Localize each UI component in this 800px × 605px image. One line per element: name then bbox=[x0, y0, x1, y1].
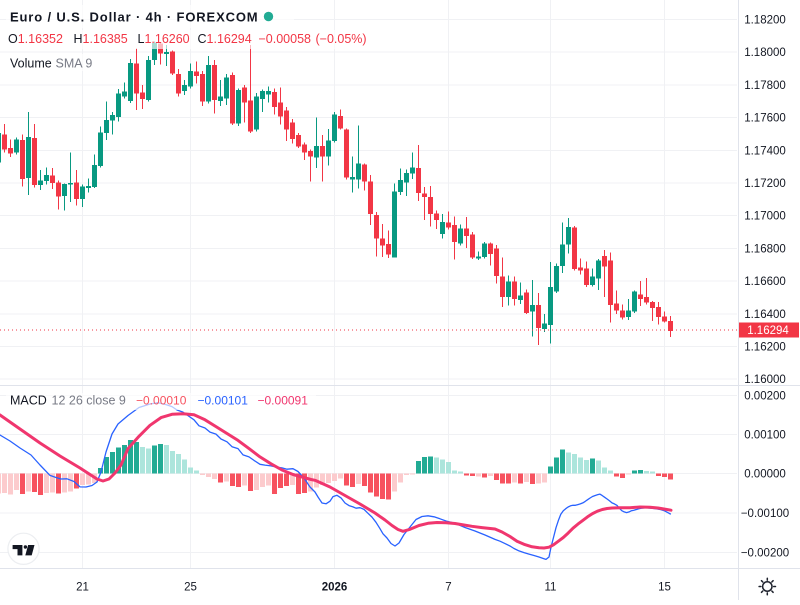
svg-text:−0.00100: −0.00100 bbox=[741, 508, 789, 520]
svg-text:0.00100: 0.00100 bbox=[744, 429, 786, 441]
svg-text:C1.16294: C1.16294 bbox=[198, 32, 252, 46]
svg-text:SMA 9: SMA 9 bbox=[56, 57, 93, 71]
svg-text:1.16294: 1.16294 bbox=[747, 325, 789, 337]
svg-text:1.18000: 1.18000 bbox=[744, 47, 786, 59]
svg-text:1.16800: 1.16800 bbox=[744, 243, 786, 255]
svg-text:21: 21 bbox=[76, 582, 89, 594]
svg-text:H1.16385: H1.16385 bbox=[74, 32, 128, 46]
svg-text:1.17600: 1.17600 bbox=[744, 113, 786, 125]
svg-text:1.18200: 1.18200 bbox=[744, 15, 786, 27]
svg-text:15: 15 bbox=[658, 582, 671, 594]
svg-text:MACD: MACD bbox=[10, 394, 47, 408]
svg-text:1.16200: 1.16200 bbox=[744, 342, 786, 354]
svg-text:0.00000: 0.00000 bbox=[744, 469, 786, 481]
svg-text:1.16600: 1.16600 bbox=[744, 276, 786, 288]
svg-text:1.17200: 1.17200 bbox=[744, 178, 786, 190]
svg-text:11: 11 bbox=[545, 582, 557, 594]
svg-text:−0.00091: −0.00091 bbox=[258, 394, 309, 408]
svg-text:L1.16260: L1.16260 bbox=[138, 32, 190, 46]
svg-text:7: 7 bbox=[445, 582, 451, 594]
svg-text:O1.16352: O1.16352 bbox=[8, 32, 63, 46]
svg-text:2026: 2026 bbox=[322, 582, 348, 594]
svg-text:1.16400: 1.16400 bbox=[744, 309, 786, 321]
svg-text:25: 25 bbox=[184, 582, 197, 594]
svg-text:−0.00200: −0.00200 bbox=[741, 548, 789, 560]
svg-text:Euro / U.S. Dollar · 4h · FORE: Euro / U.S. Dollar · 4h · FOREXCOM bbox=[10, 10, 258, 25]
svg-text:1.17400: 1.17400 bbox=[744, 145, 786, 157]
svg-text:1.17000: 1.17000 bbox=[744, 211, 786, 223]
svg-text:(−0.05%): (−0.05%) bbox=[316, 32, 367, 46]
svg-text:0.00200: 0.00200 bbox=[744, 391, 786, 403]
svg-text:−0.00010: −0.00010 bbox=[136, 394, 187, 408]
svg-text:−0.00101: −0.00101 bbox=[198, 394, 249, 408]
svg-text:12 26 close 9: 12 26 close 9 bbox=[52, 394, 126, 408]
svg-text:1.17800: 1.17800 bbox=[744, 80, 786, 92]
svg-text:Volume: Volume bbox=[10, 57, 52, 71]
svg-text:−0.00058: −0.00058 bbox=[259, 32, 312, 46]
svg-text:1.16000: 1.16000 bbox=[744, 374, 786, 386]
